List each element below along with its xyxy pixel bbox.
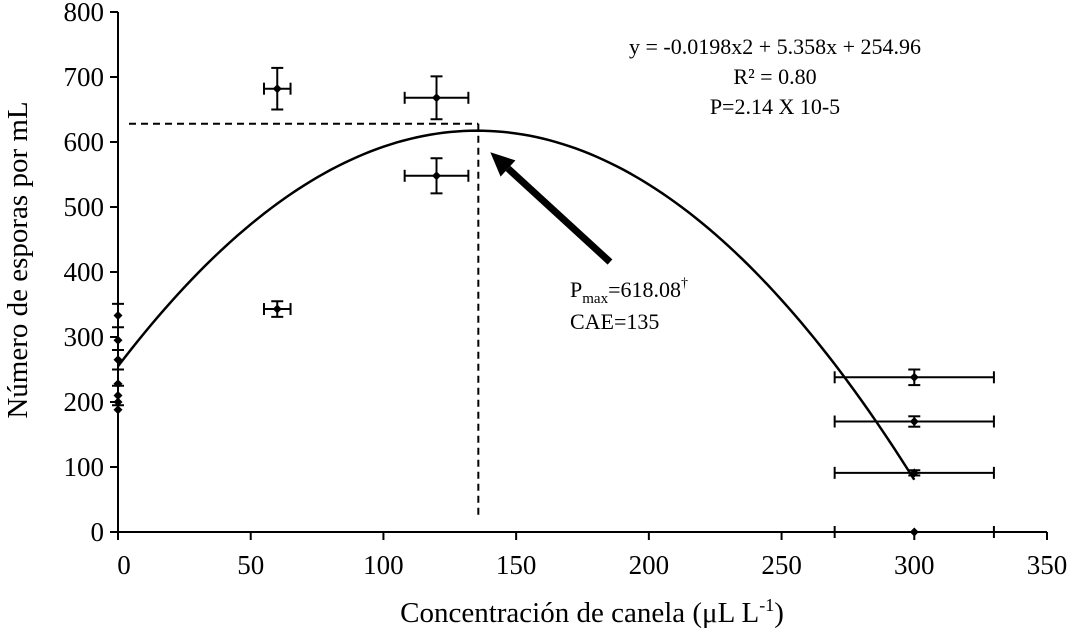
y-tick-label: 600 [64,127,105,157]
data-point [113,405,123,415]
pmax-annotation: Pmax=618.08† [570,276,688,307]
data-point [909,372,919,382]
y-tick-label: 0 [91,517,105,547]
x-tick-label: 200 [629,550,670,580]
y-tick-label: 500 [64,192,105,222]
data-point [432,171,442,181]
fit-equation: y = -0.0198x2 + 5.358x + 254.96 [629,34,921,59]
x-tick-label: 350 [1027,550,1068,580]
axes: 0 100 200 300 400 500 600 700 800 0 50 100 150 200 250… [64,0,1068,580]
y-tick-label: 200 [64,387,105,417]
y-tick-label: 700 [64,62,105,92]
optimum-arrow [490,152,613,265]
y-axis-title: Número de esporas por mL [2,101,34,418]
data-point [272,304,282,314]
x-tick-label: 150 [496,550,537,580]
data-point [113,397,123,407]
fit-curve-layer [117,129,916,481]
data-point [113,311,123,321]
fit-curve [117,129,916,481]
data-point [432,93,442,103]
optimum-reference-lines [129,122,480,519]
y-tick-label: 800 [64,0,105,27]
y-tick-label: 100 [64,452,105,482]
x-axis-title: Concentración de canela (μL L-1) [400,595,784,629]
fit-r-squared: R² = 0.80 [733,64,816,89]
x-tick-label: 50 [237,550,264,580]
fit-p-value: P=2.14 X 10-5 [710,94,840,119]
x-tick-label: 100 [363,550,404,580]
arrow-head [490,152,516,177]
data-point [909,468,919,478]
x-tick-label: 250 [761,550,802,580]
data-point [113,335,123,345]
data-point [909,527,919,537]
error-bars [112,66,995,538]
x-tick-label: 0 [117,550,131,580]
data-points [113,84,919,537]
y-tick-label: 300 [64,322,105,352]
data-point [909,417,919,426]
data-point [113,355,123,365]
arrow-shaft [505,165,613,265]
x-tick-label: 300 [894,550,935,580]
data-point [272,84,282,94]
data-point [113,379,123,389]
y-tick-label: 400 [64,257,105,287]
cae-annotation: CAE=135 [570,309,659,334]
data-point [113,391,123,400]
